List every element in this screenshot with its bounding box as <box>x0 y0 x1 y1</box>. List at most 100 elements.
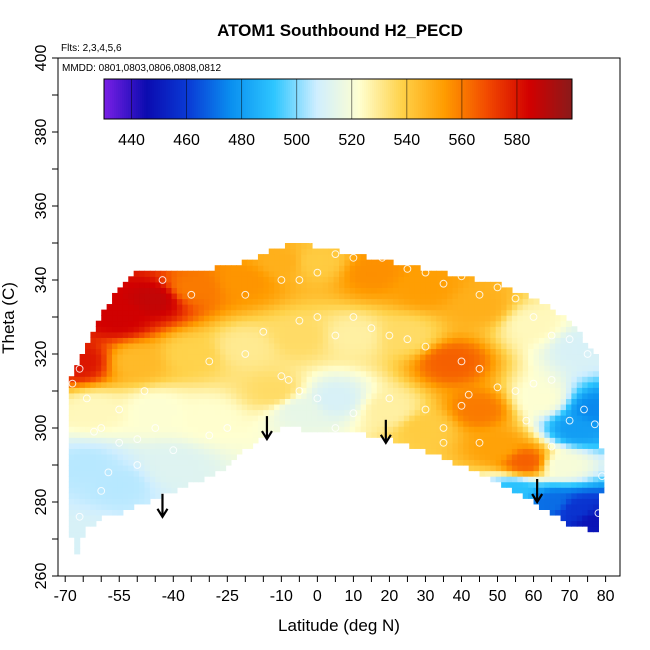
heatmap-cell <box>117 487 124 494</box>
heatmap-cell <box>560 354 567 361</box>
heatmap-cell <box>187 370 194 377</box>
heatmap-cell <box>122 403 129 411</box>
heatmap-cell <box>155 465 162 472</box>
colorbar-swatch <box>458 79 461 119</box>
colorbar-swatch <box>374 79 377 119</box>
heatmap-cell <box>171 287 178 294</box>
heatmap-cell <box>436 337 443 344</box>
heatmap-cell <box>279 387 286 394</box>
heatmap-cell <box>128 398 135 405</box>
heatmap-cell <box>171 376 178 383</box>
heatmap-cell <box>198 359 205 366</box>
heatmap-cell <box>501 431 508 438</box>
heatmap-cell <box>139 298 146 305</box>
heatmap-cell <box>274 276 281 283</box>
heatmap-cell <box>349 392 356 399</box>
heatmap-cell <box>592 481 599 488</box>
heatmap-cell <box>382 265 389 272</box>
heatmap-cell <box>257 309 264 316</box>
heatmap-cell <box>468 315 475 322</box>
heatmap-cell <box>279 298 286 305</box>
heatmap-cell <box>506 392 513 399</box>
heatmap-cell <box>317 354 324 361</box>
colorbar-swatch <box>452 79 455 119</box>
heatmap-cell <box>339 337 345 344</box>
colorbar-swatch <box>310 79 313 119</box>
heatmap-cell <box>301 292 308 300</box>
heatmap-cell <box>236 431 243 438</box>
heatmap-cell <box>409 365 416 372</box>
heatmap-cell <box>506 481 513 488</box>
heatmap-cell <box>544 326 551 333</box>
colorbar-swatch <box>326 79 329 119</box>
heatmap-cell <box>85 415 92 422</box>
heatmap-cell <box>101 420 108 427</box>
heatmap-cell <box>382 315 389 322</box>
heatmap-cell <box>506 476 513 483</box>
heatmap-cell <box>203 348 210 355</box>
heatmap-cell <box>241 415 248 422</box>
heatmap-cell <box>122 376 129 383</box>
heatmap-cell <box>95 431 102 438</box>
heatmap-cell <box>490 342 497 350</box>
heatmap-cell <box>225 448 232 455</box>
heatmap-cell <box>317 298 324 305</box>
heatmap-cell <box>387 392 394 399</box>
heatmap-cell <box>452 276 459 283</box>
heatmap-cell <box>517 487 524 494</box>
heatmap-cell <box>463 348 470 355</box>
heatmap-cell <box>203 426 210 433</box>
heatmap-cell <box>166 292 173 300</box>
heatmap-cell <box>166 481 173 488</box>
heatmap-cell <box>511 459 518 466</box>
heatmap-cell <box>252 376 259 383</box>
heatmap-cell <box>198 276 205 283</box>
heatmap-cell <box>214 442 221 449</box>
heatmap-cell <box>241 403 248 411</box>
heatmap-cell <box>149 337 156 344</box>
heatmap-cell <box>430 437 437 444</box>
heatmap-cell <box>160 426 167 433</box>
colorbar-swatch <box>268 79 271 119</box>
heatmap-cell <box>382 409 389 416</box>
heatmap-cell <box>538 381 545 388</box>
heatmap-cell <box>171 387 178 394</box>
heatmap-cell <box>193 270 200 277</box>
heatmap-cell <box>517 304 524 311</box>
heatmap-cell <box>117 331 124 338</box>
heatmap-cell <box>247 326 254 333</box>
observation-point <box>349 253 358 262</box>
heatmap-cell <box>333 292 340 300</box>
x-tick-label: 10 <box>345 588 363 605</box>
heatmap-cell <box>230 337 237 344</box>
heatmap-cell <box>371 426 378 433</box>
heatmap-cell <box>149 281 156 288</box>
heatmap-cell <box>576 387 583 394</box>
heatmap-cell <box>301 309 308 316</box>
heatmap-cell <box>257 409 264 416</box>
heatmap-cell <box>517 470 524 477</box>
colorbar-swatch <box>570 79 573 119</box>
heatmap-cell <box>452 376 459 383</box>
heatmap-cell <box>198 326 205 333</box>
heatmap-cell <box>133 481 140 488</box>
heatmap-cell <box>560 437 567 444</box>
heatmap-cell <box>311 265 318 272</box>
heatmap-cell <box>409 376 416 383</box>
heatmap-cell <box>393 320 400 327</box>
heatmap-cell <box>230 320 237 327</box>
heatmap-cell <box>247 259 254 266</box>
heatmap-cell <box>198 465 205 472</box>
colorbar-swatch <box>428 79 431 119</box>
heatmap-cell <box>447 331 454 338</box>
heatmap-cell <box>112 354 119 361</box>
heatmap-cell <box>187 465 194 472</box>
heatmap-cell <box>484 420 491 427</box>
heatmap-cell <box>501 304 508 311</box>
heatmap-cell <box>441 337 448 344</box>
heatmap-cell <box>371 365 378 372</box>
heatmap-cell <box>214 342 221 350</box>
heatmap-cell <box>452 370 459 377</box>
heatmap-cell <box>366 304 373 311</box>
colorbar-swatch <box>486 79 489 119</box>
